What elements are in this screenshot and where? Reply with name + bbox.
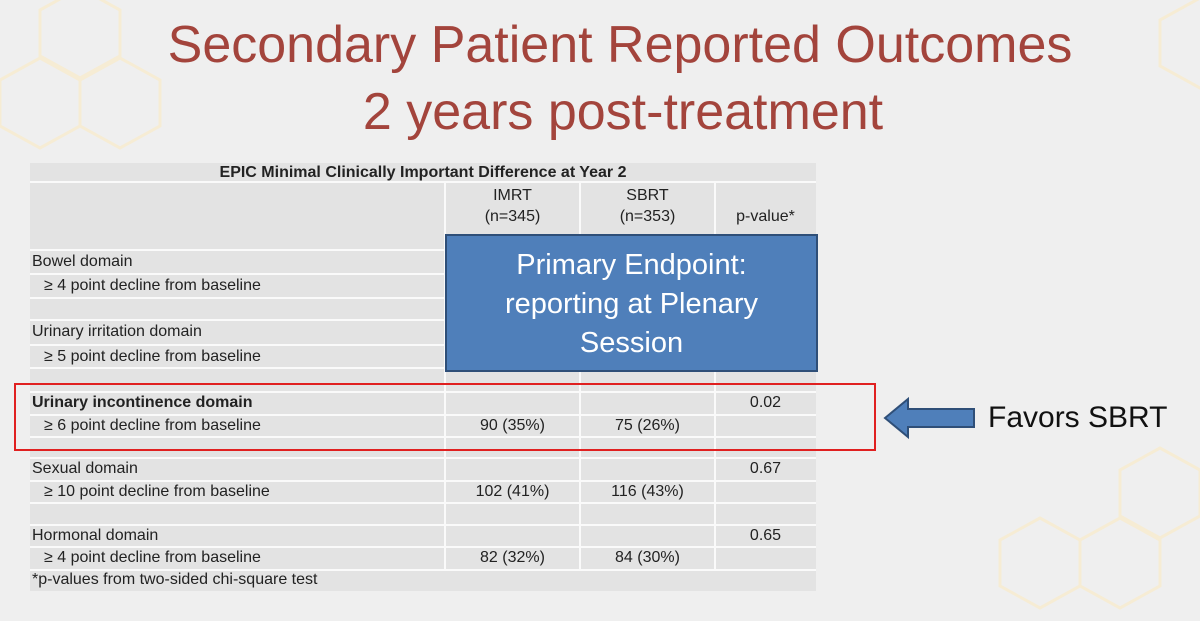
row-measure: ≥ 5 point decline from baseline xyxy=(44,348,261,365)
cell-imrt: 102 (41%) xyxy=(475,483,550,500)
overlay-line: Session xyxy=(579,327,684,359)
cell-imrt: 82 (32%) xyxy=(480,549,545,566)
arrow xyxy=(883,396,975,440)
cell-imrt: 90 (35%) xyxy=(480,417,545,434)
highlight-box xyxy=(14,383,876,451)
cell-p: 0.67 xyxy=(749,460,782,477)
row-measure: ≥ 4 point decline from baseline xyxy=(44,277,261,294)
cell-p: 0.65 xyxy=(749,527,782,544)
column-header: IMRT xyxy=(493,187,532,204)
row-domain: Bowel domain xyxy=(32,253,133,270)
row-measure: ≥ 6 point decline from baseline xyxy=(44,417,261,434)
row-domain: Hormonal domain xyxy=(32,527,159,544)
footnote: *p-values from two-sided chi-square test xyxy=(32,571,318,588)
column-n: (n=345) xyxy=(484,208,541,225)
cell-sbrt: 75 (26%) xyxy=(615,417,680,434)
title-line: Secondary Patient Reported Outcomes xyxy=(167,16,1073,74)
cell-p: 0.02 xyxy=(749,394,782,411)
column-n: (n=353) xyxy=(619,208,676,225)
row-domain: Urinary incontinence domain xyxy=(32,394,253,411)
overlay-text: Primary Endpoint: reporting at Plenary S… xyxy=(445,246,818,363)
cell-sbrt: 116 (43%) xyxy=(611,483,684,500)
table-caption: EPIC Minimal Clinically Important Differ… xyxy=(219,164,627,181)
row-measure: ≥ 10 point decline from baseline xyxy=(44,483,270,500)
overlay-line: reporting at Plenary xyxy=(504,288,759,320)
row-measure: ≥ 4 point decline from baseline xyxy=(44,549,261,566)
column-header: p-value* xyxy=(736,208,795,225)
cell-sbrt: 84 (30%) xyxy=(615,549,680,566)
annotation: Favors SBRT xyxy=(988,401,1168,434)
column-header: SBRT xyxy=(626,187,669,204)
title-line: 2 years post-treatment xyxy=(362,83,884,141)
overlay-line: Primary Endpoint: xyxy=(516,249,747,281)
row-domain: Urinary irritation domain xyxy=(32,323,202,340)
row-domain: Sexual domain xyxy=(32,460,138,477)
overlay-box xyxy=(445,234,818,372)
